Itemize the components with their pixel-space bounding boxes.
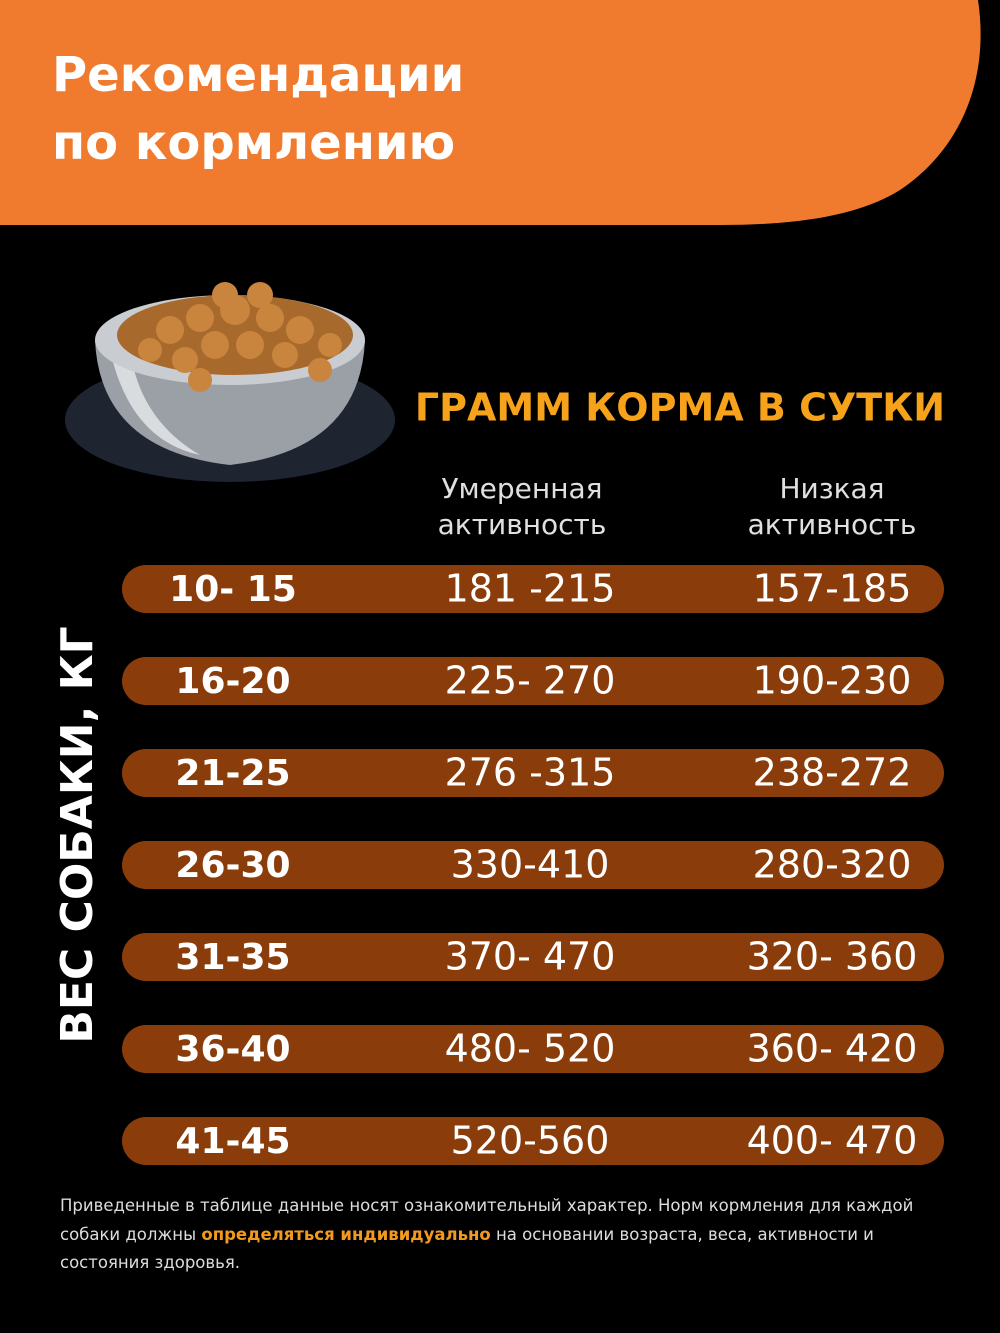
footnote-highlight: определяться индивидуально [201, 1224, 491, 1244]
row-pill [122, 749, 944, 797]
column-header: Низкая [779, 472, 884, 505]
weight-cell: 10- 15 [169, 569, 297, 610]
weight-cell: 31-35 [175, 937, 290, 978]
amount-cell: 520-560 [451, 1119, 610, 1163]
row-pill [122, 933, 944, 981]
footnote-text: на основании возраста, веса, активности … [60, 1224, 874, 1273]
row-pill [122, 565, 944, 613]
row-pill [122, 1025, 944, 1073]
weight-cell: 21-25 [175, 753, 290, 794]
weight-cell: 26-30 [175, 845, 290, 886]
column-header: активность [748, 508, 917, 541]
amount-cell: 181 -215 [445, 567, 616, 611]
bowl-illustration [65, 282, 395, 482]
table-heading: ГРАММ КОРМА В СУТКИ [415, 386, 945, 430]
row-pill [122, 657, 944, 705]
amount-cell: 400- 470 [747, 1119, 918, 1163]
amount-cell: 225- 270 [445, 659, 616, 703]
amount-cell: 360- 420 [747, 1027, 918, 1071]
weight-cell: 36-40 [175, 1029, 290, 1070]
amount-cell: 238-272 [753, 751, 912, 795]
title-line: по кормлению [52, 115, 455, 171]
amount-cell: 370- 470 [445, 935, 616, 979]
footnote-text: Приведенные в таблице данные носят ознак… [60, 1196, 914, 1244]
footnote: Приведенные в таблице данные носят ознак… [60, 1192, 950, 1278]
amount-cell: 330-410 [451, 843, 610, 887]
row-pill [122, 841, 944, 889]
header-band [0, 0, 981, 225]
weight-cell: 41-45 [175, 1121, 290, 1162]
row-pill [122, 1117, 944, 1165]
column-header: активность [438, 508, 607, 541]
column-header: Умеренная [441, 472, 602, 505]
row-axis-label: ВЕС СОБАКИ, КГ [52, 626, 103, 1043]
amount-cell: 280-320 [753, 843, 912, 887]
amount-cell: 276 -315 [445, 751, 616, 795]
amount-cell: 157-185 [753, 567, 912, 611]
title-line: Рекомендации [52, 47, 464, 103]
amount-cell: 190-230 [753, 659, 912, 703]
amount-cell: 480- 520 [445, 1027, 616, 1071]
amount-cell: 320- 360 [747, 935, 918, 979]
weight-cell: 16-20 [175, 661, 290, 702]
